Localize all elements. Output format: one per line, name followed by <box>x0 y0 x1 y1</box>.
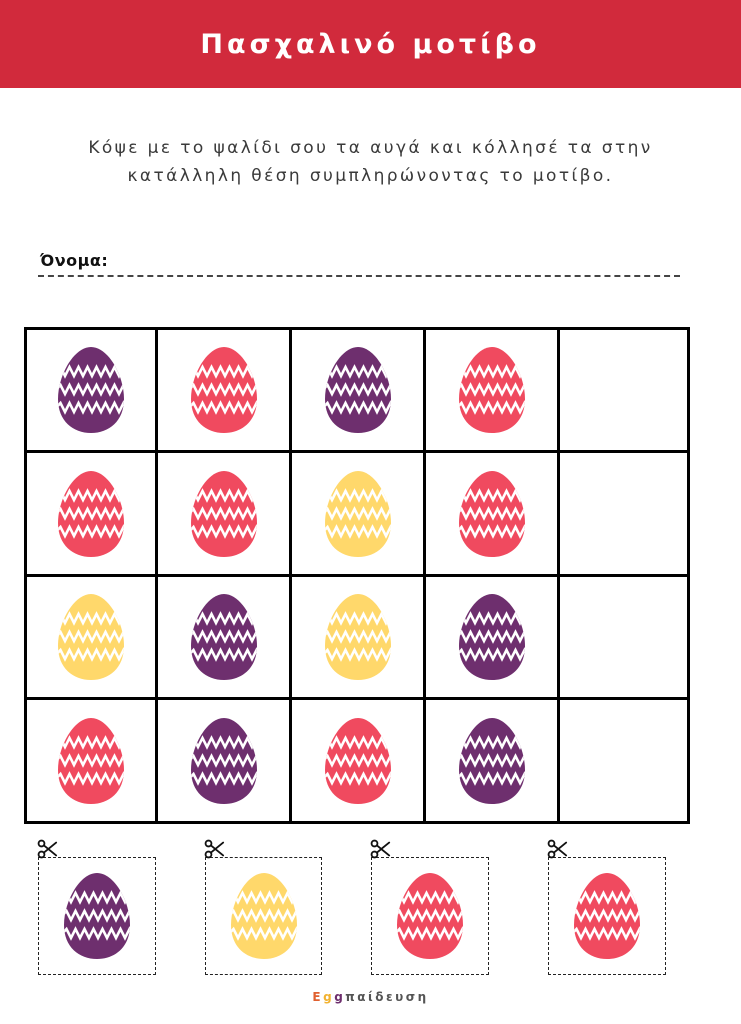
purple-easter-egg-icon <box>190 717 257 804</box>
brand-letter: E <box>312 990 324 1004</box>
purple-easter-egg-icon <box>64 873 130 959</box>
yellow-easter-egg-icon <box>230 873 297 959</box>
empty-drop-cell[interactable] <box>560 330 690 453</box>
scissors-icon <box>37 839 58 859</box>
brand-suffix: παίδευση <box>345 990 429 1004</box>
cutout-egg-card[interactable] <box>38 857 156 975</box>
yellow-easter-egg-icon <box>324 470 391 557</box>
instructions-line-1: Κόψε με το ψαλίδι σου τα αυγά και κόλλησ… <box>88 138 653 158</box>
grid-cell <box>292 330 426 453</box>
brand-prefix: Egg <box>312 990 345 1004</box>
scissors-icon <box>547 839 568 859</box>
red-easter-egg-icon <box>58 717 124 804</box>
red-easter-egg-icon <box>58 470 124 557</box>
grid-cell <box>27 700 158 824</box>
purple-easter-egg-icon <box>190 594 257 680</box>
brand-letter: g <box>323 990 335 1004</box>
grid-cell <box>158 453 292 577</box>
grid-cell <box>27 453 158 577</box>
yellow-easter-egg-icon <box>58 594 124 680</box>
brand-letter: g <box>334 990 346 1004</box>
grid-cell <box>158 577 292 700</box>
grid-cell <box>426 700 560 824</box>
grid-cell <box>27 577 158 700</box>
grid-cell <box>426 330 560 453</box>
grid-cell <box>158 700 292 824</box>
grid-cell <box>27 330 158 453</box>
name-label: Όνομα: <box>40 251 109 270</box>
grid-cell <box>158 330 292 453</box>
grid-cell <box>292 577 426 700</box>
purple-easter-egg-icon <box>458 717 525 804</box>
purple-easter-egg-icon <box>58 347 124 433</box>
cutout-egg-card[interactable] <box>371 857 489 975</box>
grid-cell <box>292 700 426 824</box>
footer-brand: Eggπαίδευση <box>0 990 741 1004</box>
purple-easter-egg-icon <box>324 347 391 433</box>
cutout-egg-card[interactable] <box>548 857 666 975</box>
red-easter-egg-icon <box>190 470 257 557</box>
red-easter-egg-icon <box>190 347 257 433</box>
scissors-icon <box>204 839 225 859</box>
red-easter-egg-icon <box>324 717 391 804</box>
yellow-easter-egg-icon <box>324 594 391 680</box>
red-easter-egg-icon <box>458 347 525 433</box>
pattern-grid <box>24 327 690 824</box>
scissors-icon <box>370 839 391 859</box>
instructions: Κόψε με το ψαλίδι σου τα αυγά και κόλλησ… <box>20 134 721 190</box>
red-easter-egg-icon <box>458 470 525 557</box>
empty-drop-cell[interactable] <box>560 700 690 824</box>
instructions-line-2: κατάλληλη θέση συμπληρώνοντας το μοτίβο. <box>127 166 614 186</box>
header-banner: Πασχαλινό μοτίβο <box>0 0 741 88</box>
cutout-egg-card[interactable] <box>205 857 322 975</box>
grid-cell <box>292 453 426 577</box>
empty-drop-cell[interactable] <box>560 577 690 700</box>
purple-easter-egg-icon <box>458 594 525 680</box>
name-line[interactable] <box>38 275 680 277</box>
page-title: Πασχαλινό μοτίβο <box>200 28 541 60</box>
grid-cell <box>426 453 560 577</box>
empty-drop-cell[interactable] <box>560 453 690 577</box>
red-easter-egg-icon <box>397 873 463 959</box>
red-easter-egg-icon <box>574 873 640 959</box>
grid-cell <box>426 577 560 700</box>
